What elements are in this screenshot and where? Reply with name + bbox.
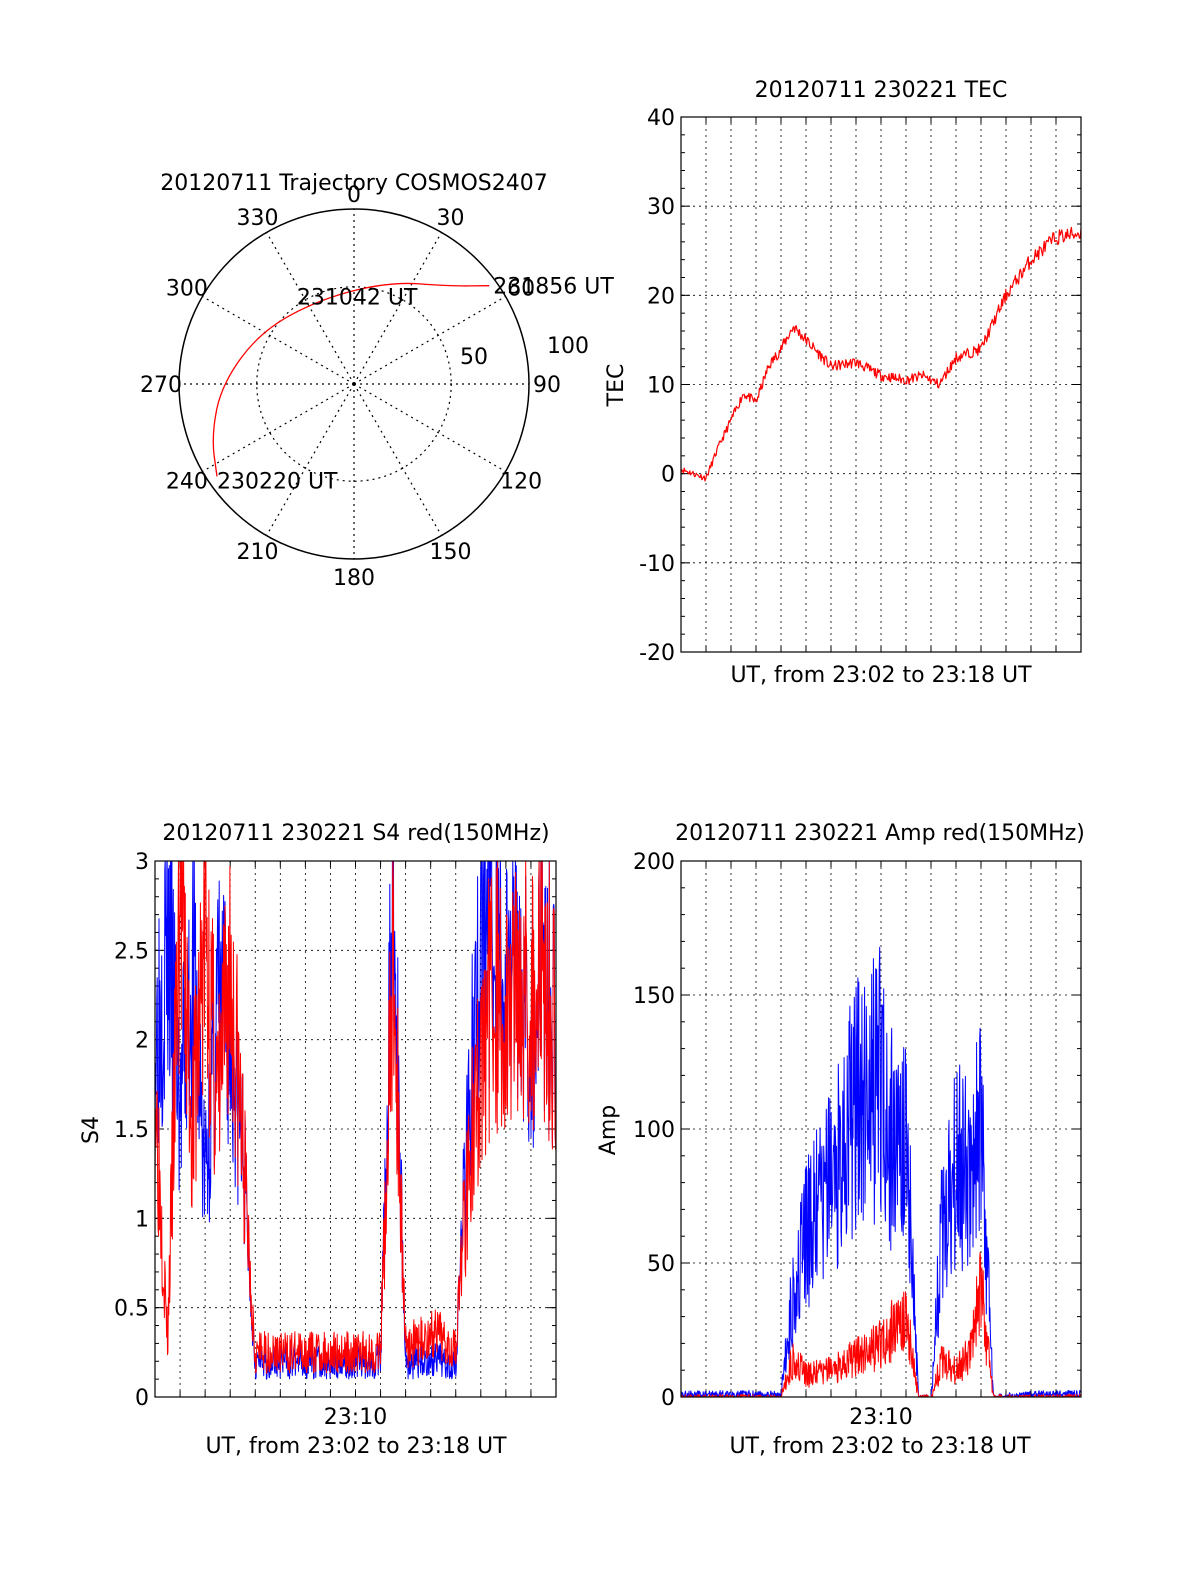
series-line (155, 861, 556, 1374)
polar-spoke (353, 232, 443, 385)
y-tick-label: 0.5 (114, 1297, 149, 1322)
tec-title: 20120711 230221 TEC (755, 78, 1008, 103)
y-tick-label: 0 (135, 1386, 149, 1411)
tec-panel: 20120711 230221 TEC -20 -10 0 10 20 30 40 UT, … (604, 78, 1082, 688)
y-tick-label: 2 (135, 1029, 149, 1054)
polar-spoke (265, 383, 355, 536)
polar-track (212, 282, 490, 477)
series-line (681, 1252, 1081, 1397)
polar-grid (178, 208, 530, 560)
polar-spoke (353, 295, 506, 385)
y-tick-label: 2.5 (114, 939, 149, 964)
polar-spoke (265, 232, 355, 385)
polar-spoke (353, 383, 443, 536)
amp-plot-area: 0 50 100 150 200 23:10 (633, 850, 1082, 1430)
s4-title: 20120711 230221 S4 red(150MHz) (162, 821, 549, 846)
polar-time-annotation: 230220 UT (217, 469, 338, 494)
y-tick-label: 40 (647, 106, 675, 131)
y-tick-label: 1 (135, 1207, 149, 1232)
plot-frame (680, 860, 1082, 1398)
polar-time-annotation: 231856 UT (493, 275, 614, 300)
polar-azimuth-label: 0 (347, 183, 361, 208)
polar-spoke (202, 383, 355, 473)
s4-xlabel: UT, from 23:02 to 23:18 UT (205, 1434, 507, 1459)
polar-spoke (353, 383, 506, 473)
polar-labels: 0 30 60 90 120 150 180 210 240 270 300 330 50 100 (140, 183, 589, 591)
polar-azimuth-label: 30 (437, 206, 465, 231)
plot-frame (680, 116, 1082, 653)
y-tick-label: 1.5 (114, 1118, 149, 1143)
tec-plot-area: -20 -10 0 10 20 30 40 (639, 106, 1082, 666)
y-tick-label: 0 (661, 463, 675, 488)
polar-azimuth-label: 300 (166, 277, 208, 302)
polar-azimuth-label: 180 (333, 566, 375, 591)
amp-xlabel: UT, from 23:02 to 23:18 UT (729, 1434, 1031, 1459)
polar-azimuth-label: 120 (500, 470, 542, 495)
amp-ylabel: Amp (596, 1105, 621, 1155)
x-tick-label: 23:10 (849, 1405, 912, 1430)
y-tick-label: 30 (647, 195, 675, 220)
s4-panel: 20120711 230221 S4 red(150MHz) 0 0.5 1 1.5 2… (79, 821, 557, 1459)
y-tick-label: -20 (639, 641, 675, 666)
polar-azimuth-label: 90 (533, 373, 561, 398)
y-tick-label: 20 (647, 284, 675, 309)
y-tick-label: -10 (639, 552, 675, 577)
polar-azimuth-label: 240 (166, 470, 208, 495)
series-group (681, 946, 1081, 1397)
tec-xlabel: UT, from 23:02 to 23:18 UT (730, 663, 1032, 688)
polar-azimuth-label: 330 (237, 206, 279, 231)
y-tick-label: 50 (647, 1252, 675, 1277)
y-tick-label: 10 (647, 374, 675, 399)
plot-frame (154, 860, 557, 1398)
polar-annotations: 231856 UT 231042 UT 230220 UT (217, 275, 614, 495)
polar-azimuth-label: 60 (507, 277, 535, 302)
amp-title: 20120711 230221 Amp red(150MHz) (675, 821, 1085, 846)
tec-ylabel: TEC (604, 364, 629, 408)
y-tick-label: 3 (135, 850, 149, 875)
polar-title: 20120711 Trajectory COSMOS2407 (160, 171, 547, 196)
polar-azimuth-label: 210 (237, 540, 279, 565)
series-group (681, 226, 1081, 482)
y-tick-label: 100 (633, 1118, 675, 1143)
polar-azimuth-label: 150 (430, 540, 472, 565)
x-tick-label: 23:10 (324, 1405, 387, 1430)
polar-radius-label: 50 (460, 345, 488, 370)
y-tick-label: 0 (661, 1386, 675, 1411)
amp-panel: 20120711 230221 Amp red(150MHz) 0 50 100 15… (596, 821, 1085, 1459)
s4-ylabel: S4 (79, 1116, 104, 1144)
polar-azimuth-label: 270 (140, 373, 182, 398)
series-line (681, 226, 1081, 482)
polar-time-annotation: 231042 UT (297, 286, 418, 311)
series-line (681, 946, 1081, 1397)
series-group (155, 861, 556, 1380)
s4-plot-area: 0 0.5 1 1.5 2 2.5 3 23:10 (114, 850, 557, 1430)
y-tick-label: 200 (633, 850, 675, 875)
polar-spoke (202, 295, 355, 385)
y-tick-label: 150 (633, 984, 675, 1009)
polar-radius-label: 100 (547, 334, 589, 359)
polar-track-line (212, 282, 490, 477)
polar-panel: 20120711 Trajectory COSMOS2407 0 30 60 90 12… (140, 171, 614, 591)
